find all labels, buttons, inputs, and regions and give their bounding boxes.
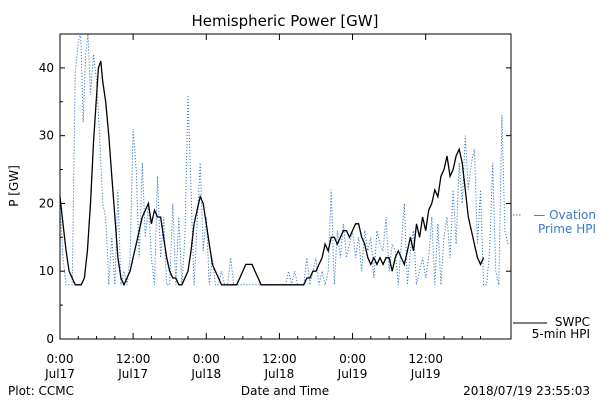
series-ovation-prime-line (59, 33, 509, 286)
x-axis-label: Date and Time (241, 384, 329, 398)
y-axis-label: P [GW] (7, 165, 21, 207)
x-tick-label-time: 12:00 (262, 352, 297, 366)
plot-credit: Plot: CCMC (8, 384, 74, 398)
legend-ovation-label: Prime HPI (538, 222, 596, 236)
y-tick-label: 0 (46, 332, 54, 346)
x-tick-label-date: Jul18 (264, 367, 295, 381)
series-layer (59, 33, 509, 287)
x-tick-label-date: Jul17 (44, 367, 75, 381)
x-tick-label-date: Jul19 (410, 367, 441, 381)
x-tick-label-time: 12:00 (408, 352, 443, 366)
y-tick-label: 30 (39, 129, 54, 143)
timestamp: 2018/07/19 23:55:03 (463, 384, 590, 398)
legend-swpc-label: 5-min HPI (532, 327, 590, 341)
y-tick-label: 10 (39, 264, 54, 278)
x-tick-label-time: 12:00 (116, 352, 151, 366)
x-tick-label-date: Jul17 (117, 367, 148, 381)
legend-ovation-label: — Ovation (533, 208, 596, 222)
y-tick-label: 40 (39, 61, 54, 75)
x-tick-label-time: 0:00 (339, 352, 366, 366)
x-axis-ticks: 0:00Jul1712:00Jul170:00Jul1812:00Jul180:… (44, 34, 482, 381)
x-tick-label-time: 0:00 (193, 352, 220, 366)
x-tick-label-time: 0:00 (47, 352, 74, 366)
y-tick-label: 20 (39, 196, 54, 210)
x-tick-label-date: Jul19 (337, 367, 368, 381)
x-tick-label-date: Jul18 (190, 367, 221, 381)
plot-frame (59, 33, 512, 340)
chart-title: Hemispheric Power [GW] (192, 12, 379, 30)
legend-swpc-label: SWPC (555, 315, 590, 329)
y-axis-ticks: 0 10 20 30 40 (39, 33, 511, 346)
series-swpc-line (59, 60, 485, 287)
